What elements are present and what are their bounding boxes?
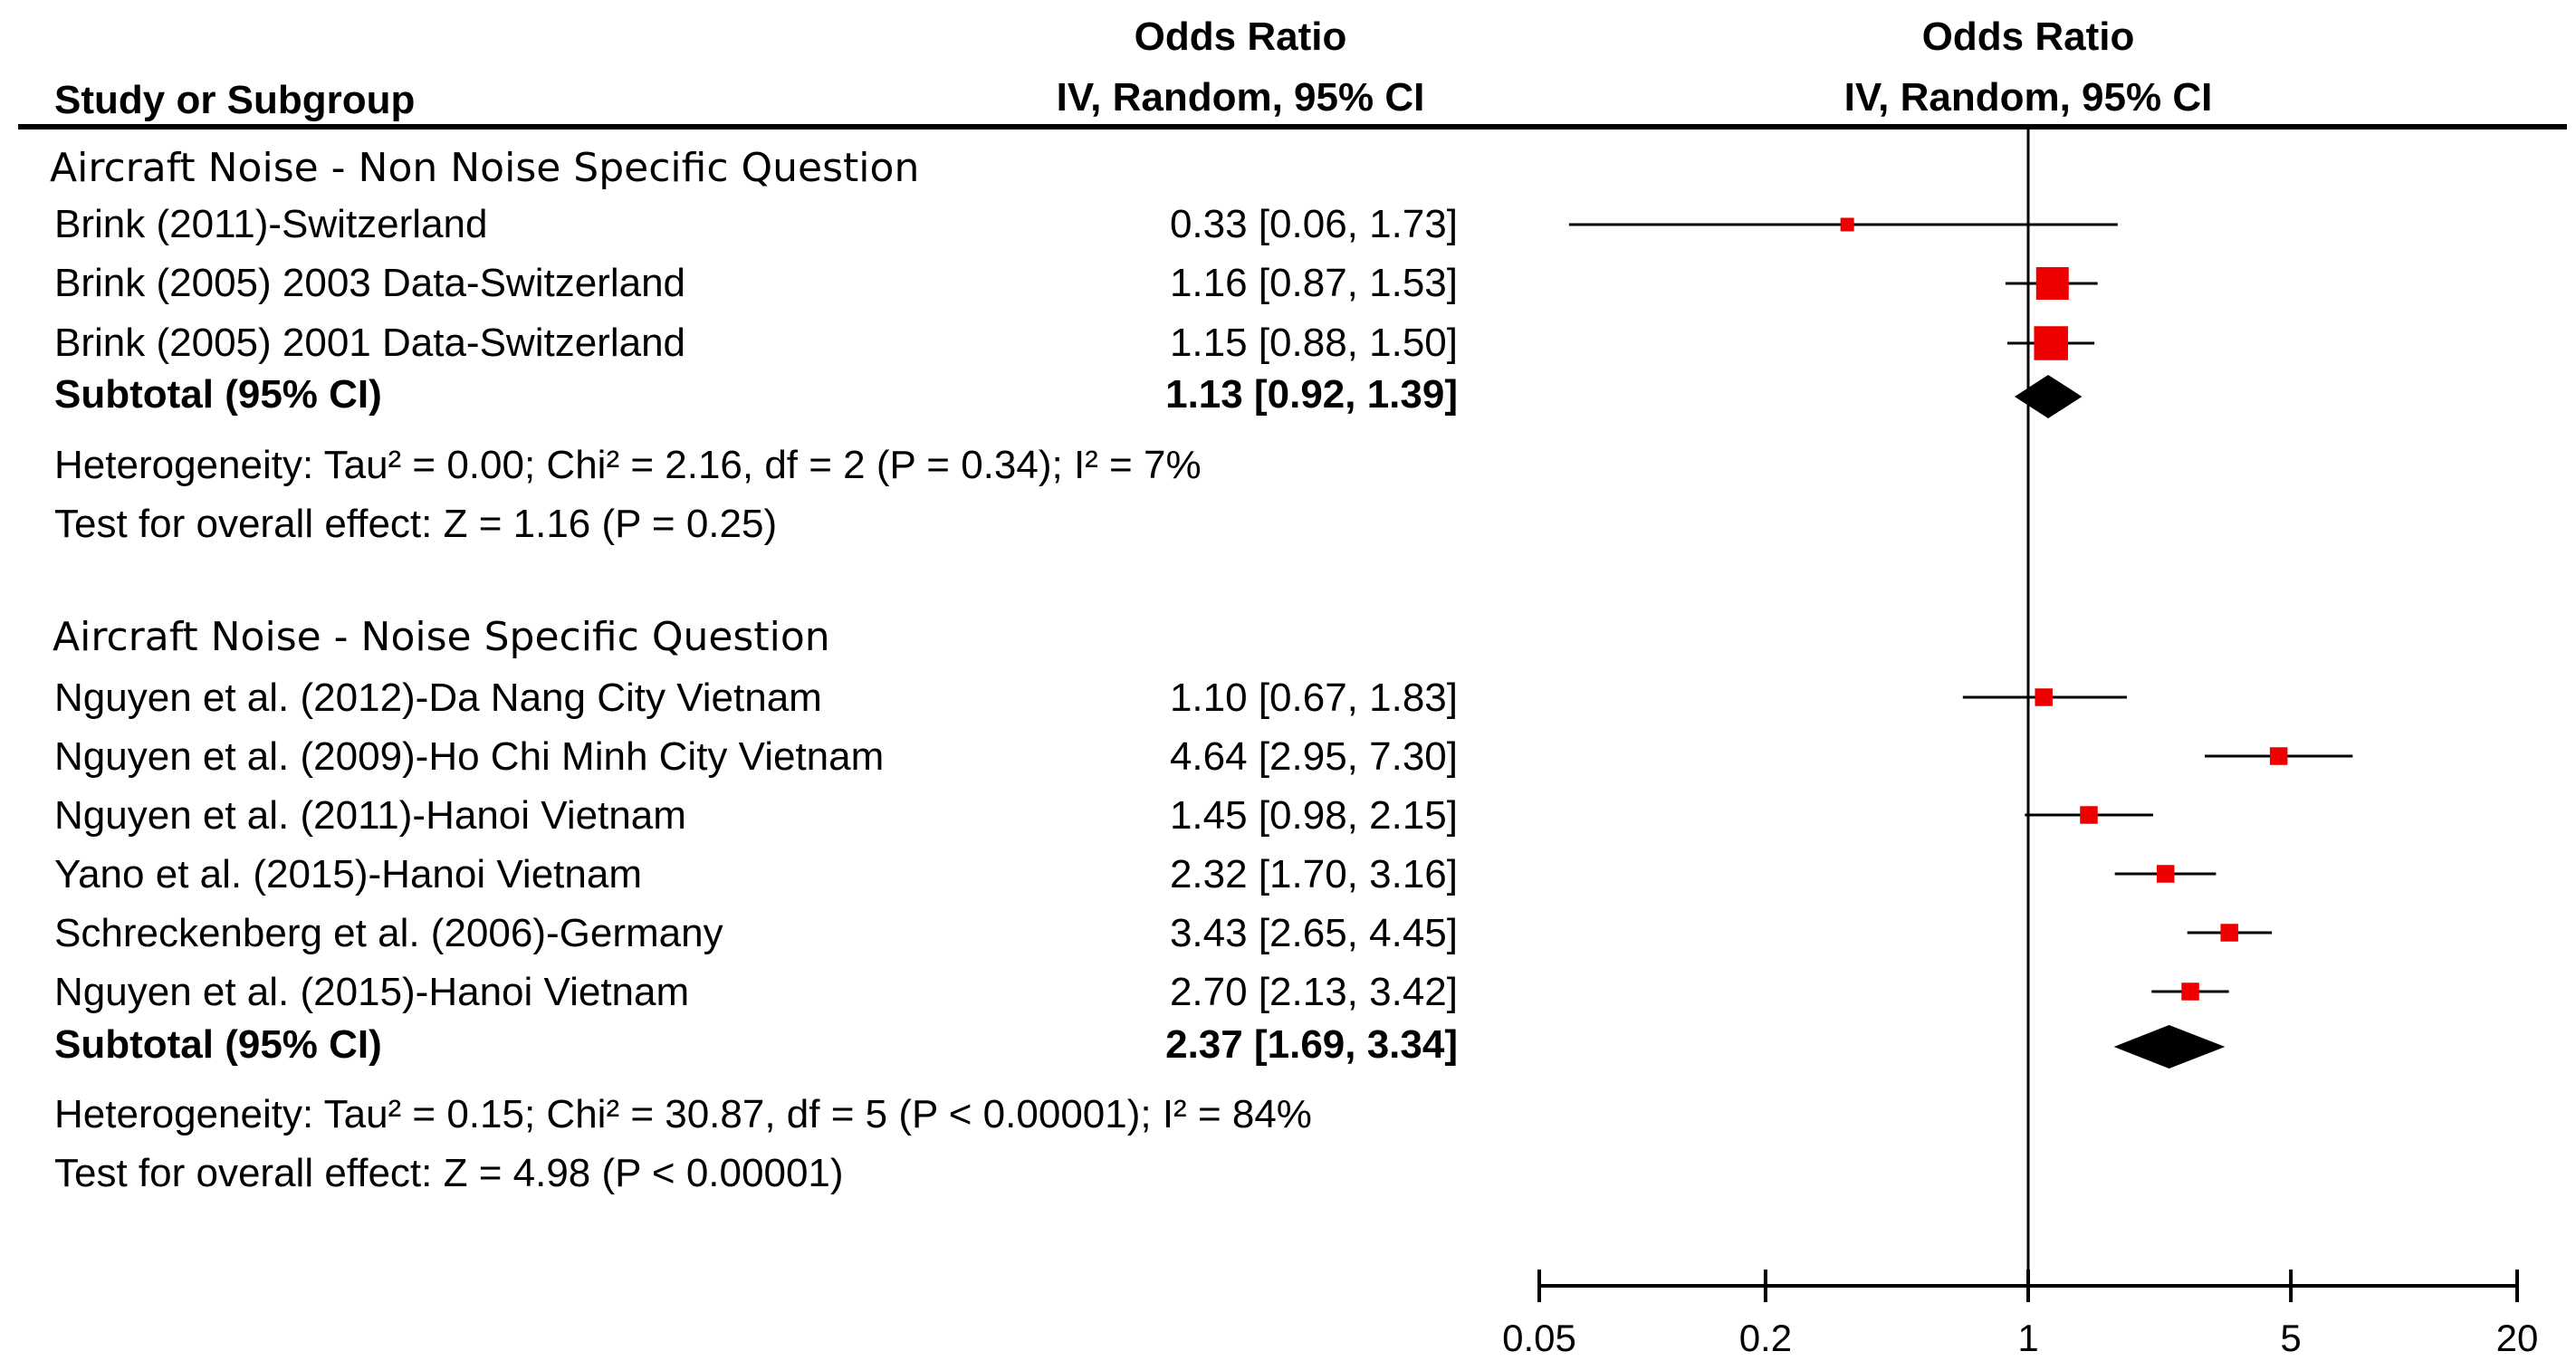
- x-tick-label: 5: [2280, 1317, 2301, 1359]
- heterogeneity-stats: Heterogeneity: Tau² = 0.15; Chi² = 30.87…: [54, 1092, 1312, 1136]
- x-tick-label: 1: [2017, 1317, 2038, 1359]
- plot-marks: [1568, 127, 2353, 1286]
- study-name: Nguyen et al. (2012)-Da Nang City Vietna…: [54, 676, 822, 720]
- group-non-noise-specific: Aircraft Noise - Non Noise Specific Ques…: [50, 145, 1458, 546]
- x-axis: 0.05 0.2 1 5 20: [1502, 1270, 2538, 1359]
- study-name: Brink (2005) 2003 Data-Switzerland: [54, 261, 685, 305]
- point-estimate: [1840, 217, 1854, 232]
- study-name: Yano et al. (2015)-Hanoi Vietnam: [54, 852, 642, 896]
- subtotal-or-value: 2.37 [1.69, 3.34]: [1165, 1022, 1458, 1067]
- subtotal-diamond: [2113, 1025, 2226, 1069]
- point-estimate: [2034, 326, 2068, 360]
- subtotal-or-value: 1.13 [0.92, 1.39]: [1165, 372, 1458, 417]
- study-name: Nguyen et al. (2011)-Hanoi Vietnam: [54, 793, 686, 838]
- subtotal-diamond: [2014, 375, 2083, 418]
- point-estimate: [2156, 865, 2175, 883]
- study-name: Brink (2011)-Switzerland: [54, 202, 487, 246]
- study-name: Nguyen et al. (2009)-Ho Chi Minh City Vi…: [54, 734, 884, 779]
- subtotal-label: Subtotal (95% CI): [54, 372, 382, 417]
- group-noise-specific: Aircraft Noise - Noise Specific Question…: [53, 614, 1458, 1195]
- point-estimate: [2080, 806, 2098, 824]
- study-name: Nguyen et al. (2015)-Hanoi Vietnam: [54, 970, 689, 1014]
- heterogeneity-stats: Heterogeneity: Tau² = 0.00; Chi² = 2.16,…: [54, 443, 1202, 487]
- group-title: Aircraft Noise - Non Noise Specific Ques…: [50, 145, 919, 191]
- x-tick-label: 0.05: [1502, 1317, 1576, 1359]
- header-plot-title: Odds Ratio: [1922, 14, 2135, 59]
- study-name: Schreckenberg et al. (2006)-Germany: [54, 911, 723, 955]
- study-or-value: 1.15 [0.88, 1.50]: [1170, 321, 1458, 365]
- table-header: Study or Subgroup Odds Ratio IV, Random,…: [54, 14, 2212, 122]
- study-name: Brink (2005) 2001 Data-Switzerland: [54, 321, 685, 365]
- header-or-column-title: Odds Ratio: [1135, 14, 1347, 59]
- header-plot-method: IV, Random, 95% CI: [1844, 75, 2213, 120]
- study-or-value: 3.43 [2.65, 4.45]: [1170, 911, 1458, 955]
- group-title: Aircraft Noise - Noise Specific Question: [53, 614, 830, 660]
- x-tick-label: 0.2: [1739, 1317, 1792, 1359]
- x-tick-label: 20: [2496, 1317, 2539, 1359]
- study-or-value: 1.16 [0.87, 1.53]: [1170, 261, 1458, 305]
- point-estimate: [2269, 747, 2288, 765]
- overall-effect-test: Test for overall effect: Z = 4.98 (P < 0…: [54, 1151, 844, 1195]
- study-or-value: 1.10 [0.67, 1.83]: [1170, 676, 1458, 720]
- header-study-column: Study or Subgroup: [54, 78, 415, 122]
- subtotal-label: Subtotal (95% CI): [54, 1022, 382, 1067]
- study-or-value: 4.64 [2.95, 7.30]: [1170, 734, 1458, 779]
- header-or-column-method: IV, Random, 95% CI: [1057, 75, 1425, 120]
- overall-effect-test: Test for overall effect: Z = 1.16 (P = 0…: [54, 502, 777, 546]
- study-or-value: 2.32 [1.70, 3.16]: [1170, 852, 1458, 896]
- point-estimate: [2035, 267, 2069, 300]
- study-or-value: 0.33 [0.06, 1.73]: [1170, 202, 1458, 246]
- study-or-value: 2.70 [2.13, 3.42]: [1170, 970, 1458, 1014]
- point-estimate: [2035, 688, 2053, 706]
- study-or-value: 1.45 [0.98, 2.15]: [1170, 793, 1458, 838]
- point-estimate: [2181, 982, 2199, 1001]
- point-estimate: [2220, 924, 2238, 942]
